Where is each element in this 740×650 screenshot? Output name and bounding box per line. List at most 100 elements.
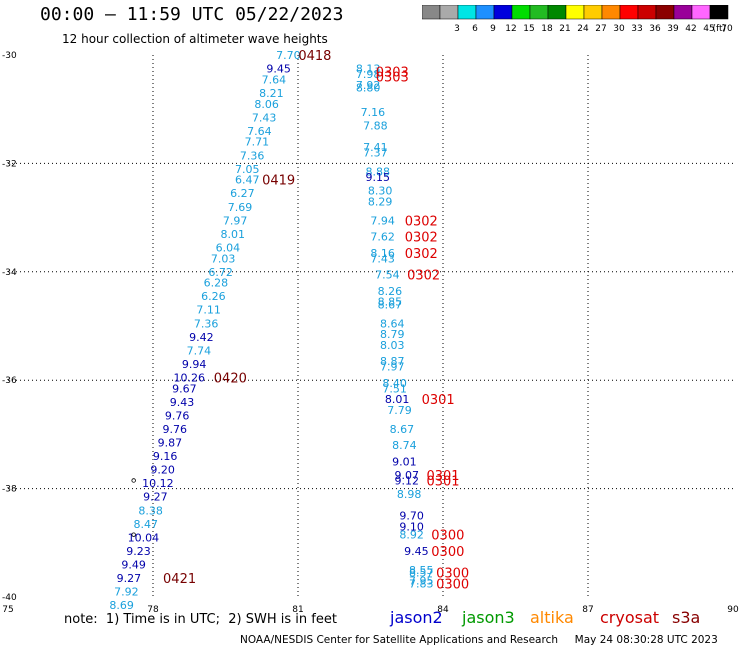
footer-note: note: 1) Time is in UTC; 2) SWH is in fe… bbox=[64, 612, 337, 627]
swh-value: 9.43 bbox=[170, 396, 195, 409]
swh-value: 8.98 bbox=[397, 488, 422, 501]
swh-value: 6.27 bbox=[230, 187, 255, 200]
swh-value: 9.94 bbox=[182, 358, 207, 371]
pass-time-label: 0303 bbox=[376, 65, 409, 80]
x-tick-label: 81 bbox=[292, 605, 303, 615]
color-bin-label: 21 bbox=[559, 24, 570, 34]
swh-value: 9.23 bbox=[126, 545, 151, 558]
swh-value: 7.74 bbox=[187, 344, 212, 357]
swh-value: 6.28 bbox=[204, 277, 229, 290]
swh-value: 7.37 bbox=[363, 147, 388, 160]
swh-value: 7.05 bbox=[235, 163, 260, 176]
pass-time-label: 0300 bbox=[431, 529, 464, 544]
color-bin-label: 24 bbox=[577, 24, 589, 34]
swh-value: 7.71 bbox=[245, 136, 270, 149]
swh-value: 6.47 bbox=[235, 174, 260, 187]
y-tick-label: -36 bbox=[2, 376, 17, 386]
swh-value: 7.64 bbox=[247, 125, 272, 138]
swh-value: 7.03 bbox=[211, 252, 236, 265]
color-bin-label: 27 bbox=[595, 24, 606, 34]
swh-value: 8.03 bbox=[380, 339, 405, 352]
color-bin-label: 39 bbox=[667, 24, 679, 34]
swh-value: 8.57 bbox=[409, 567, 434, 580]
pass-time-label: 0418 bbox=[298, 49, 331, 64]
swh-value: 7.69 bbox=[228, 201, 253, 214]
legend-s3a: s3a bbox=[672, 608, 701, 627]
swh-value: 7.36 bbox=[240, 149, 265, 162]
swh-value: 7.36 bbox=[194, 317, 219, 330]
swh-value: 8.87 bbox=[380, 355, 405, 368]
color-bin-label: 45 bbox=[703, 24, 714, 34]
swh-value: 9.01 bbox=[392, 456, 417, 469]
color-bin-label: 42 bbox=[685, 24, 696, 34]
swh-value: 8.38 bbox=[138, 504, 163, 517]
swh-value: 7.64 bbox=[262, 73, 287, 86]
swh-value: 7.92 bbox=[356, 79, 381, 92]
swh-value: 8.64 bbox=[380, 317, 405, 330]
color-bin-label: 36 bbox=[649, 24, 661, 34]
swh-value: 7.94 bbox=[370, 214, 395, 227]
swh-value: 7.92 bbox=[114, 586, 139, 599]
swh-value: 9.27 bbox=[143, 491, 168, 504]
color-bin bbox=[709, 5, 729, 20]
color-unit: (ft) bbox=[712, 24, 726, 34]
swh-value: 8.88 bbox=[366, 166, 391, 179]
color-bin-label: 9 bbox=[490, 24, 496, 34]
swh-value: 9.70 bbox=[399, 510, 424, 523]
color-scale-bar: 3 6 9 12 15 18 21 24 27 30 33 36 39 42 45 70(ft) bbox=[422, 5, 733, 34]
pass-time-label: 0421 bbox=[163, 572, 196, 587]
swh-value: 9.49 bbox=[121, 558, 146, 571]
x-tick-label: 78 bbox=[147, 605, 159, 615]
swh-value: 8.85 bbox=[378, 296, 403, 309]
pass-time-label: 0300 bbox=[431, 545, 464, 560]
y-tick-label: -32 bbox=[2, 159, 17, 169]
color-bin-label: 3 bbox=[454, 24, 460, 34]
swh-value: 7.79 bbox=[387, 404, 412, 417]
y-tick-label: -30 bbox=[2, 51, 17, 61]
pass-time-label: 0302 bbox=[405, 214, 438, 229]
swh-value: 8.06 bbox=[254, 98, 279, 111]
swh-value: 8.40 bbox=[382, 377, 407, 390]
swh-value: 9.87 bbox=[158, 437, 183, 450]
credit-line: NOAA/NESDIS Center for Satellite Applica… bbox=[240, 634, 718, 646]
pass-time-label: 0302 bbox=[405, 247, 438, 262]
swh-value: 6.72 bbox=[208, 266, 233, 279]
swh-value: 7.97 bbox=[223, 214, 248, 227]
swh-value: 8.74 bbox=[392, 439, 417, 452]
swh-value: 10.26 bbox=[174, 371, 206, 384]
swh-value: 9.76 bbox=[163, 423, 188, 436]
swh-value: 8.80 bbox=[356, 82, 381, 95]
swh-value: 10.12 bbox=[142, 477, 174, 490]
swh-value: 7.88 bbox=[363, 119, 388, 132]
legend-jason3: jason3 bbox=[462, 608, 515, 627]
y-tick-label: -34 bbox=[2, 268, 17, 278]
swh-value: 9.45 bbox=[266, 63, 291, 76]
swh-value: 7.41 bbox=[363, 141, 388, 154]
swh-value: 7.16 bbox=[361, 106, 386, 119]
swh-value: 7.43 bbox=[370, 252, 395, 265]
swh-value: 8.67 bbox=[390, 423, 415, 436]
swh-value: 8.55 bbox=[409, 564, 434, 577]
chart-subtitle: 12 hour collection of altimeter wave hei… bbox=[62, 32, 328, 46]
x-tick-label: 84 bbox=[437, 605, 449, 615]
swh-value: 9.20 bbox=[150, 464, 175, 477]
swh-value: 9.15 bbox=[366, 171, 391, 184]
swh-value: 7.43 bbox=[252, 111, 277, 124]
legend-altika: altika bbox=[530, 608, 574, 627]
pass-time-label: 0300 bbox=[436, 577, 469, 592]
color-bin-label: 18 bbox=[541, 24, 553, 34]
swh-value: 7.97 bbox=[380, 361, 405, 374]
swh-value: 7.54 bbox=[375, 269, 400, 282]
pass-time-label: 0302 bbox=[405, 231, 438, 246]
x-tick-label: 90 bbox=[727, 605, 739, 615]
swh-value: 9.16 bbox=[153, 450, 178, 463]
swh-value: 9.67 bbox=[172, 382, 197, 395]
x-tick-label: 75 bbox=[2, 605, 13, 615]
swh-value: 9.07 bbox=[395, 469, 420, 482]
swh-value: 8.21 bbox=[259, 87, 284, 100]
swh-value: 9.12 bbox=[395, 474, 420, 487]
swh-value: 8.92 bbox=[399, 529, 424, 542]
track-marker bbox=[131, 532, 136, 537]
swh-value: 9.10 bbox=[399, 521, 424, 534]
